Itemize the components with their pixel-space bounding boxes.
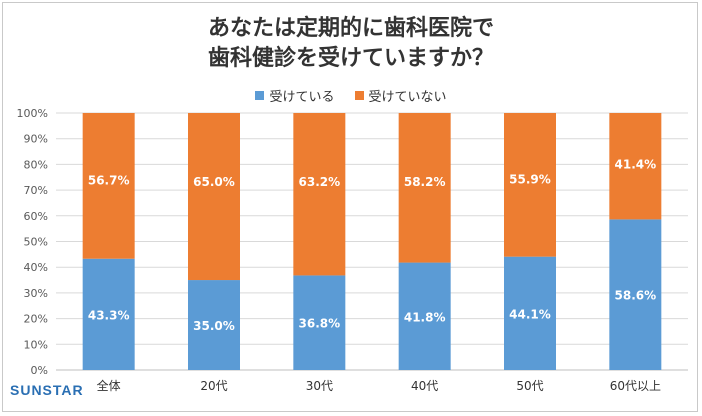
data-label-not-received: 56.7% xyxy=(88,173,130,187)
y-tick-label: 80% xyxy=(24,158,48,171)
y-tick-label: 30% xyxy=(24,287,48,300)
data-label-received: 44.1% xyxy=(509,307,551,321)
data-label-received: 41.8% xyxy=(404,310,446,324)
legend-swatch-received xyxy=(255,91,265,100)
bar-received xyxy=(82,258,135,370)
bar-received xyxy=(609,219,662,370)
bar-received xyxy=(398,262,451,370)
y-tick-label: 60% xyxy=(24,210,48,223)
y-tick-label: 0% xyxy=(31,364,48,377)
x-tick-label: 30代 xyxy=(306,379,333,393)
y-tick-label: 20% xyxy=(24,313,48,326)
data-label-received: 36.8% xyxy=(299,317,341,331)
x-tick-label: 40代 xyxy=(411,379,438,393)
chart-title: あなたは定期的に歯科医院で 歯科健診を受けていますか？ xyxy=(0,14,702,74)
bar-not-received xyxy=(82,113,135,259)
data-label-not-received: 63.2% xyxy=(299,175,341,189)
data-label-not-received: 58.2% xyxy=(404,175,446,189)
data-label-received: 58.6% xyxy=(615,289,657,303)
legend-label-received: 受けている xyxy=(269,90,335,105)
bar-not-received xyxy=(293,113,346,276)
bar-received xyxy=(188,280,240,370)
data-label-received: 43.3% xyxy=(88,308,130,322)
legend-item-not-received: 受けていない xyxy=(354,86,447,105)
x-tick-label: 50代 xyxy=(516,379,543,393)
y-tick-label: 90% xyxy=(24,133,48,146)
y-tick-label: 100% xyxy=(17,107,48,120)
x-tick-label: 60代以上 xyxy=(610,379,661,393)
bar-not-received xyxy=(398,113,451,263)
x-tick-label: 全体 xyxy=(97,378,121,393)
bar-not-received xyxy=(504,113,556,257)
x-tick-label: 20代 xyxy=(200,379,227,393)
legend-swatch-not-received xyxy=(354,91,364,100)
sunstar-logo: SUNSTAR xyxy=(10,382,84,398)
legend-label-not-received: 受けていない xyxy=(368,90,447,105)
data-label-not-received: 41.4% xyxy=(615,158,657,172)
bar-not-received xyxy=(609,113,662,220)
y-tick-label: 50% xyxy=(24,236,48,249)
y-tick-label: 10% xyxy=(24,338,48,351)
bar-not-received xyxy=(188,113,240,281)
data-label-not-received: 65.0% xyxy=(193,175,235,189)
y-tick-label: 40% xyxy=(24,261,48,274)
legend-item-received: 受けている xyxy=(255,86,335,105)
chart-title-line-2: 歯科健診を受けていますか？ xyxy=(207,46,494,71)
chart-title-line-1: あなたは定期的に歯科医院で xyxy=(207,16,494,41)
bar-received xyxy=(504,256,556,370)
chart-legend: 受けている 受けていない xyxy=(0,86,702,105)
data-label-received: 35.0% xyxy=(193,319,235,333)
bar-received xyxy=(293,275,346,370)
y-tick-label: 70% xyxy=(24,184,48,197)
data-label-not-received: 55.9% xyxy=(509,172,551,186)
